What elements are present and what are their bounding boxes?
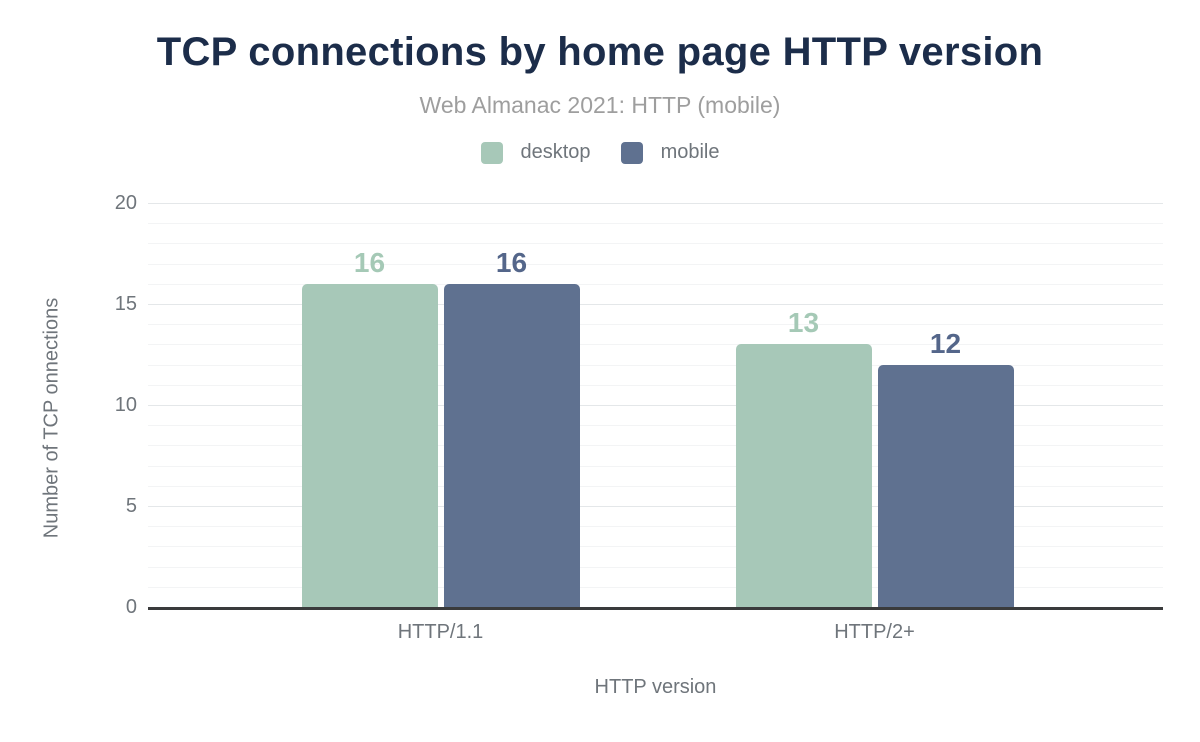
gridline-minor — [148, 546, 1163, 548]
bar-value-label-mobile-http-2: 12 — [929, 327, 962, 359]
legend: desktop mobile — [0, 141, 1200, 164]
bar-value-label-desktop-http-2: 13 — [787, 307, 820, 339]
y-tick-label-15: 15 — [114, 293, 137, 315]
x-axis-title: HTTP version — [594, 676, 717, 698]
legend-label-desktop: desktop — [520, 141, 591, 163]
bar-mobile-http-2 — [877, 364, 1014, 607]
bar-value-label-mobile-http-1-1: 16 — [495, 246, 528, 278]
x-tick-label-http-2: HTTP/2+ — [834, 621, 915, 643]
gridline-major — [148, 405, 1163, 406]
y-tick-label-20: 20 — [114, 192, 137, 214]
gridline-major — [148, 506, 1163, 507]
bar-value-label-desktop-http-1-1: 16 — [353, 246, 386, 278]
gridline-minor — [148, 425, 1163, 427]
gridline-minor — [148, 566, 1163, 568]
y-tick-label-10: 10 — [114, 394, 137, 416]
bar-desktop-http-1-1 — [301, 283, 438, 607]
y-tick-label-5: 5 — [125, 495, 137, 517]
legend-swatch-mobile — [620, 141, 643, 164]
x-tick-label-http-1-1: HTTP/1.1 — [397, 621, 484, 643]
bar-desktop-http-2 — [735, 344, 872, 607]
gridline-minor — [148, 384, 1163, 386]
gridline-minor — [148, 526, 1163, 528]
gridline-minor — [148, 465, 1163, 467]
gridline-minor — [148, 344, 1163, 346]
gridline-minor — [148, 283, 1163, 285]
legend-swatch-desktop — [480, 141, 503, 164]
legend-item-mobile: mobile — [620, 141, 720, 164]
gridline-minor — [148, 445, 1163, 447]
gridline-minor — [148, 364, 1163, 366]
chart-subtitle: Web Almanac 2021: HTTP (mobile) — [419, 92, 781, 118]
bar-mobile-http-1-1 — [443, 283, 580, 607]
gridline-major — [148, 203, 1163, 204]
x-axis-line — [148, 607, 1163, 610]
plot-area: 16 16 13 12 — [148, 203, 1163, 607]
gridline-minor — [148, 586, 1163, 588]
chart-title: TCP connections by home page HTTP versio… — [156, 30, 1044, 74]
legend-label-mobile: mobile — [660, 141, 720, 163]
y-tick-label-0: 0 — [125, 596, 137, 618]
gridline-minor — [148, 223, 1163, 225]
gridline-minor — [148, 263, 1163, 265]
legend-item-desktop: desktop — [480, 141, 591, 164]
gridline-minor — [148, 243, 1163, 245]
gridline-minor — [148, 324, 1163, 326]
gridline-minor — [148, 485, 1163, 487]
gridline-major — [148, 304, 1163, 305]
